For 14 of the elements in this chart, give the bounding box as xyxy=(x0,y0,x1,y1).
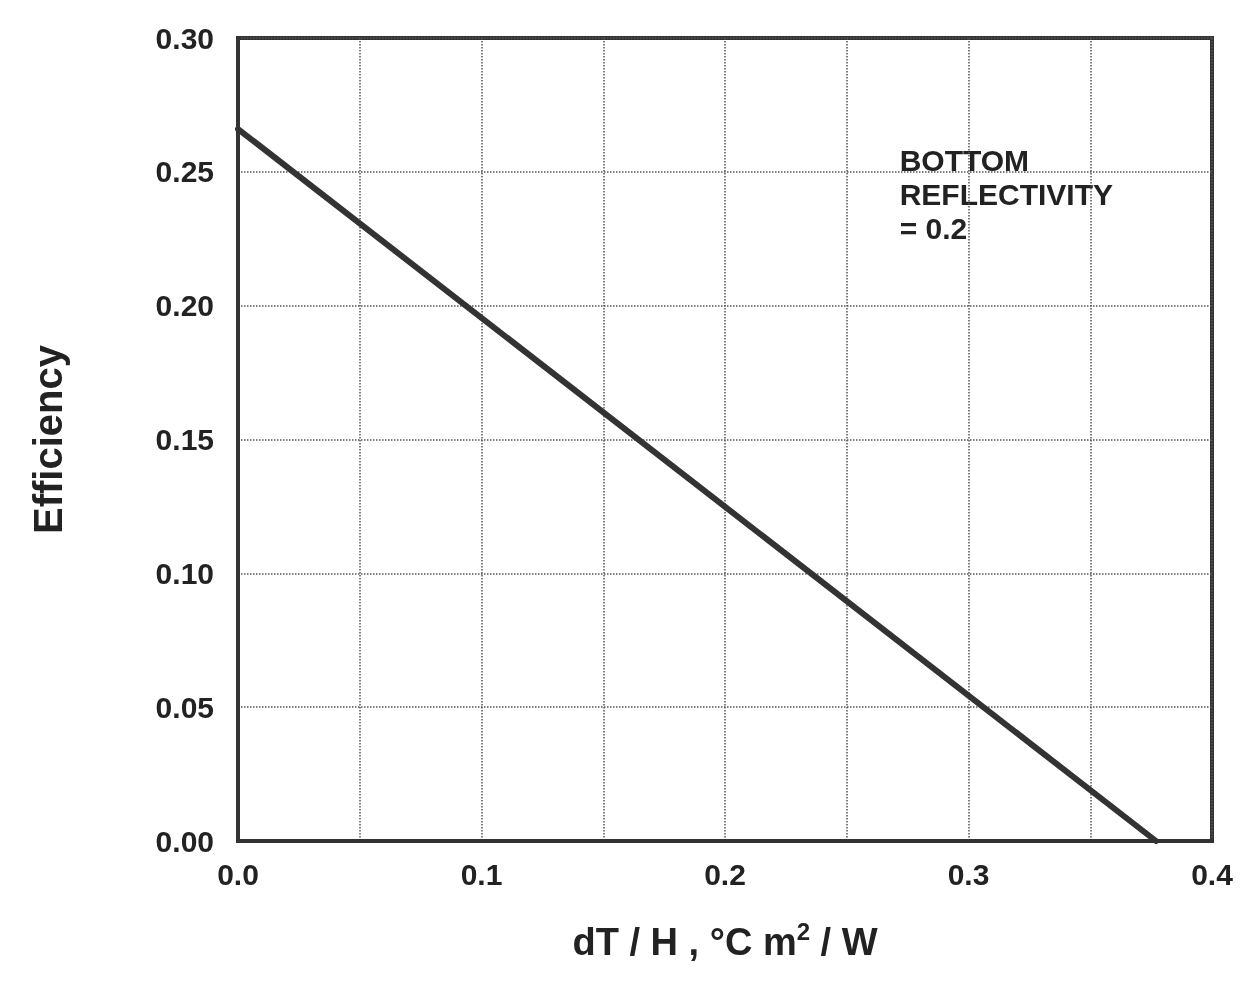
y-tick-label: 0.25 xyxy=(155,155,214,189)
x-tick-label: 0.0 xyxy=(217,857,259,891)
y-tick-label: 0.00 xyxy=(155,824,214,858)
x-tick-label: 0.2 xyxy=(704,857,746,891)
y-tick-label: 0.15 xyxy=(155,423,214,456)
annotation: BOTTOM REFLECTIVITY = 0.2 xyxy=(899,143,1113,245)
x-tick-label: 0.1 xyxy=(460,857,503,891)
x-tick-label: 0.4 xyxy=(1191,857,1234,891)
y-tick-label: 0.10 xyxy=(155,556,214,590)
y-tick-label: 0.05 xyxy=(155,690,214,724)
y-tick-label: 0.30 xyxy=(155,21,214,55)
y-axis-title: Efficiency xyxy=(26,344,70,534)
x-tick-label: 0.3 xyxy=(947,857,990,891)
y-tick-label: 0.20 xyxy=(155,289,214,323)
